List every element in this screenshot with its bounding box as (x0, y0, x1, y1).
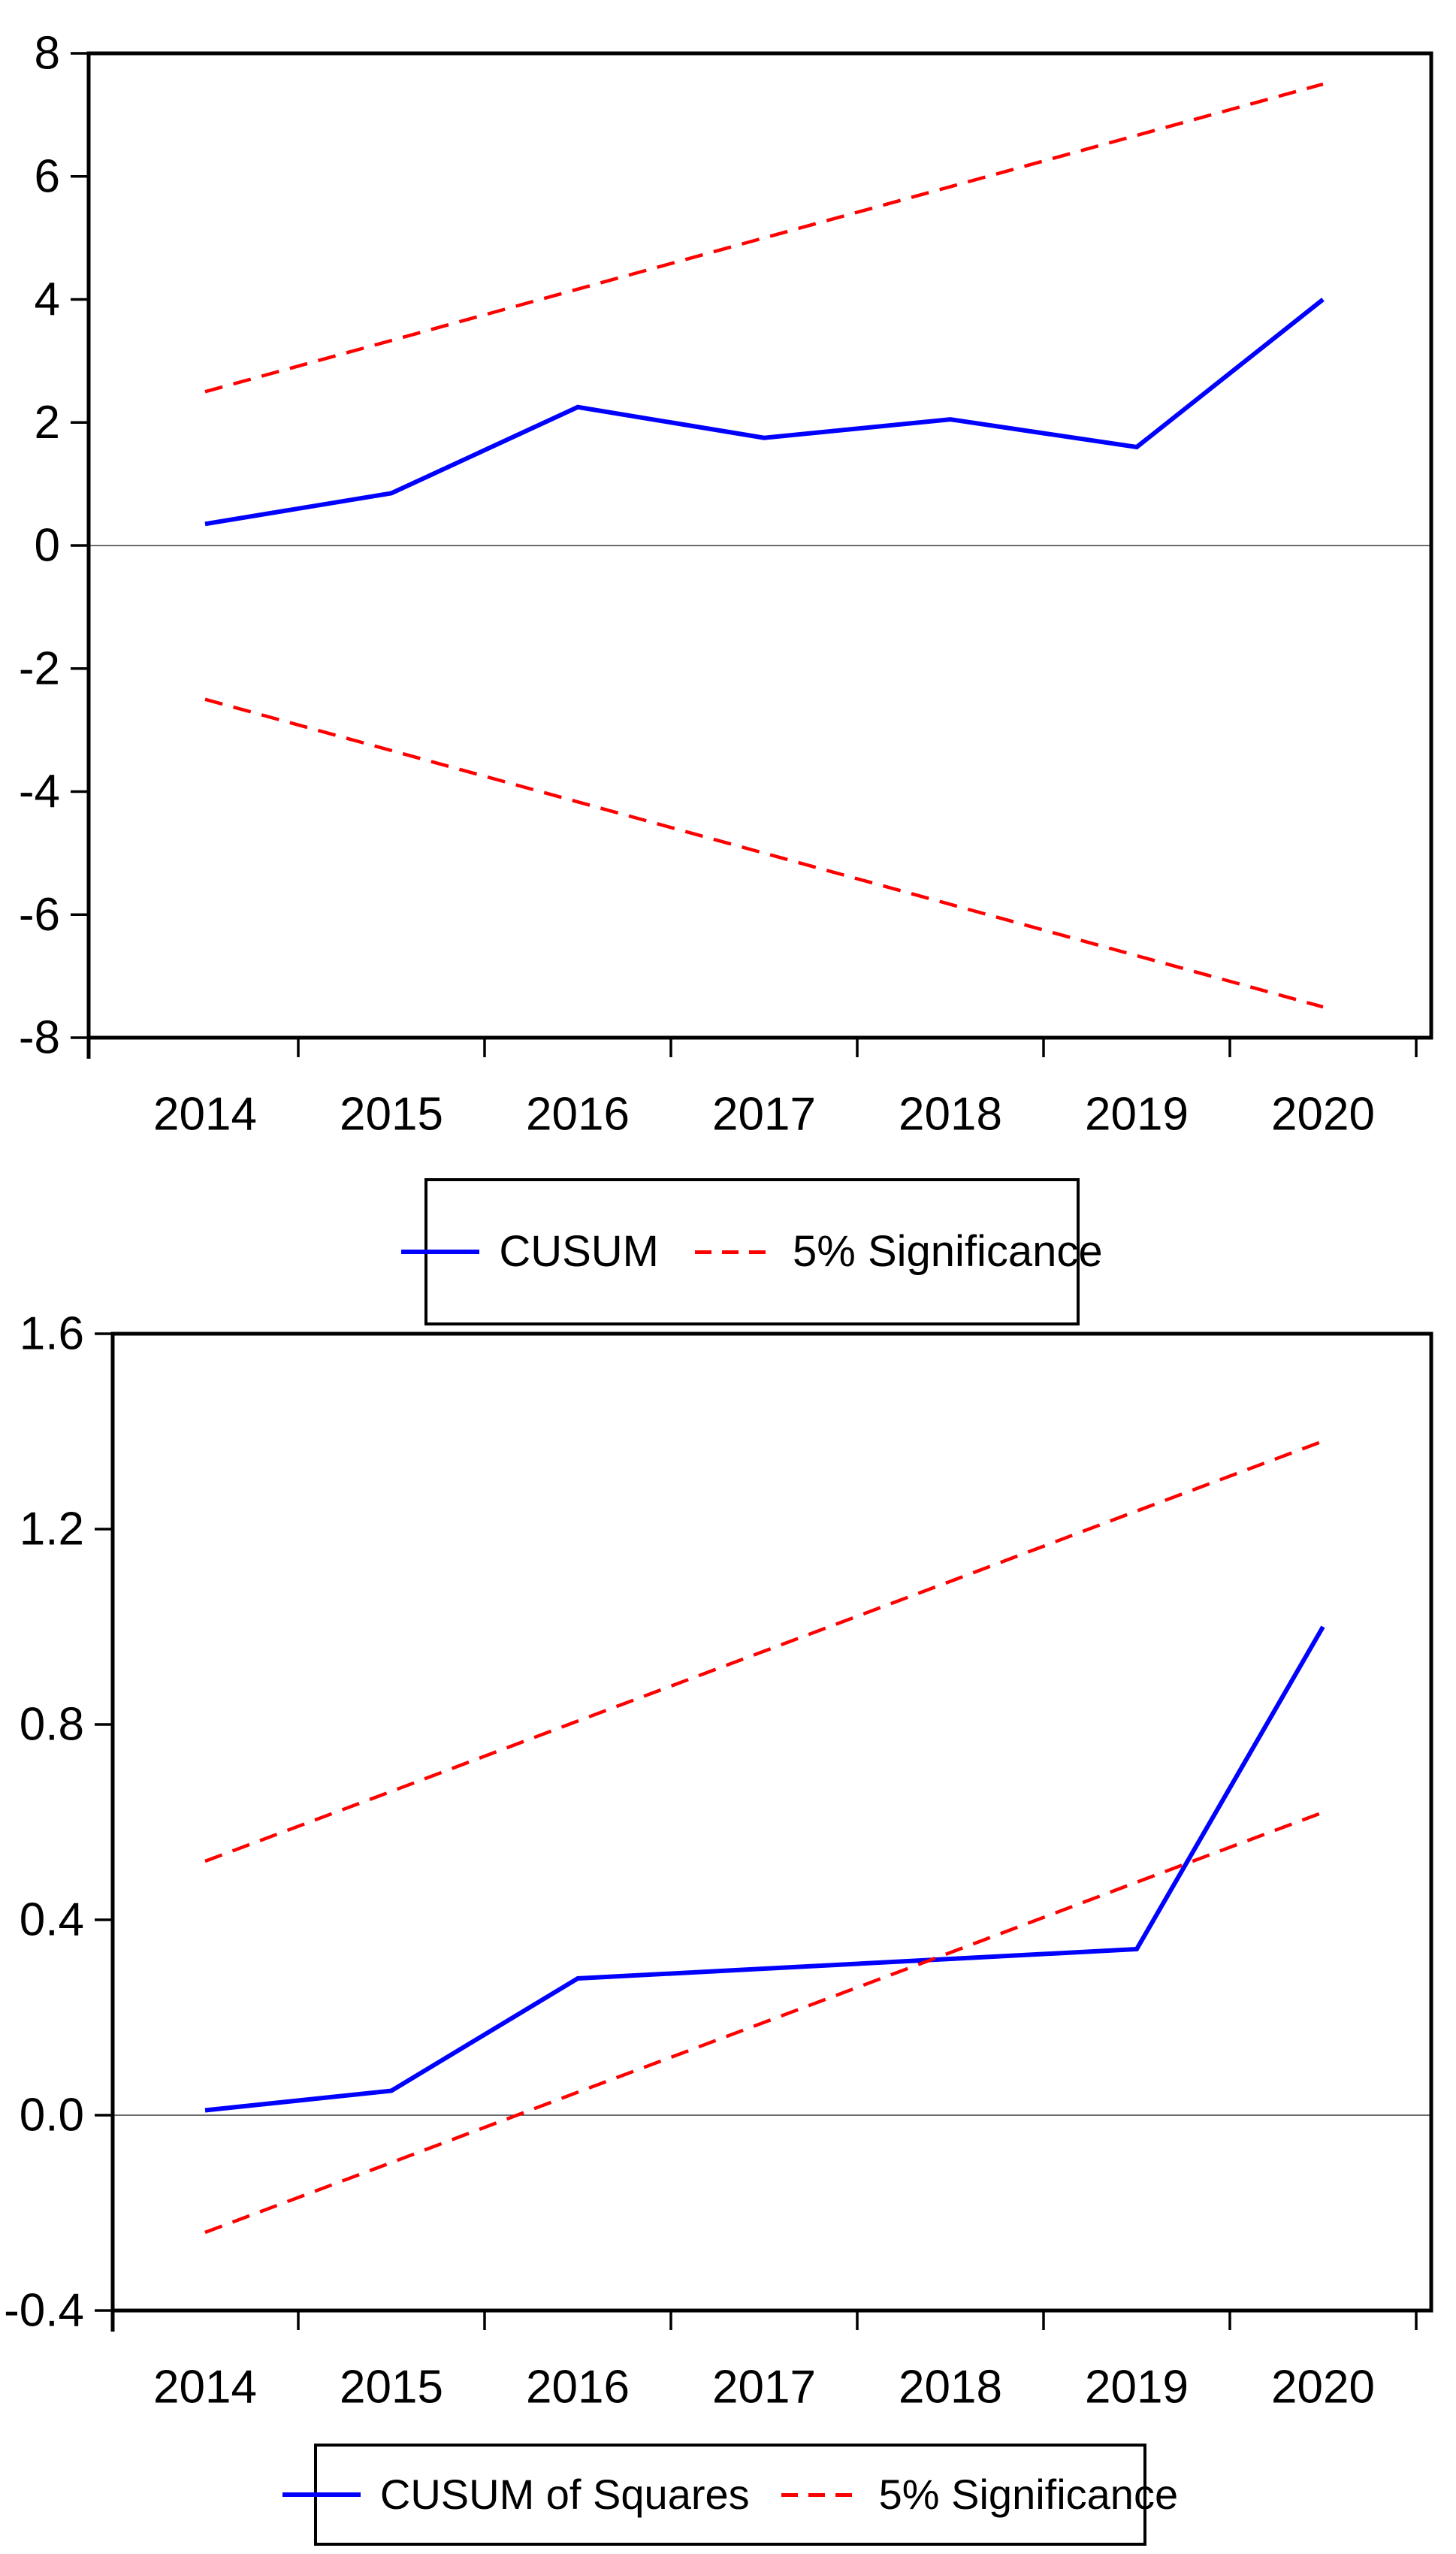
significance-upper-line (204, 82, 1324, 394)
cusumsq-legend: CUSUM of Squares 5% Significance (282, 2444, 1178, 2546)
significance-legend-label-2: 5% Significance (878, 2471, 1179, 2518)
y-axis-label: -2 (19, 642, 60, 694)
y-axis-label: -8 (19, 1012, 60, 1064)
x-axis-label: 2016 (526, 2362, 630, 2413)
significance-lower-line (204, 1810, 1324, 2235)
cusumsq-legend-label: CUSUM of Squares (379, 2471, 750, 2518)
y-axis-label: 4 (35, 274, 60, 325)
x-axis-label: 2016 (526, 1089, 630, 1141)
cusum-legend: CUSUM 5% Significance (401, 1178, 1103, 1325)
x-axis-label: 2018 (899, 1089, 1002, 1141)
y-axis-label: 0.8 (20, 1699, 84, 1751)
significance-upper-line (204, 1439, 1324, 1863)
x-axis-label: 2014 (153, 1089, 257, 1141)
cusum-line-sample (401, 1250, 480, 1254)
significance-line-sample-2 (781, 2492, 859, 2497)
x-axis-label: 2015 (340, 2362, 443, 2413)
significance-legend-label: 5% Significance (793, 1227, 1103, 1276)
cusumsq-line (204, 1625, 1325, 2113)
x-axis-label: 2015 (340, 1089, 443, 1141)
x-axis-label: 2018 (899, 2362, 1002, 2413)
x-axis-label: 2019 (1085, 2362, 1189, 2413)
y-axis-label: -0.4 (4, 2285, 84, 2337)
plot-frame (110, 1331, 1433, 2313)
y-axis-label: 0.0 (20, 2090, 84, 2141)
y-axis-label: -4 (19, 766, 60, 818)
y-axis-label: 0 (35, 520, 60, 572)
y-axis-label: 6 (35, 150, 60, 202)
y-axis-label: 0.4 (20, 1894, 84, 1946)
x-axis-label: 2017 (712, 2362, 816, 2413)
legend-entry-cusumsq: CUSUM of Squares (282, 2474, 750, 2516)
x-axis-label: 2020 (1271, 1089, 1375, 1141)
y-axis-label: -6 (19, 889, 60, 941)
chart-1: 1.6 1.2 0.8 0.4 0.0 -0.4 2014 2015 2016 2017 2018 2… (4, 1308, 1433, 2413)
legend-entry-significance-2: 5% Significance (781, 2474, 1178, 2516)
chart-0: 8 6 4 2 0 -2 -4 -6 -8 2014 2015 2016 2017 2018 2019 202… (19, 28, 1433, 1141)
cusum-line (204, 298, 1325, 527)
y-axis-label: 8 (35, 28, 60, 80)
legend-entry-significance: 5% Significance (695, 1230, 1103, 1274)
x-axis-label: 2017 (712, 1089, 816, 1141)
significance-lower-line (204, 697, 1324, 1009)
x-axis-label: 2014 (153, 2362, 257, 2413)
cusumsq-line-sample (282, 2492, 361, 2497)
y-axis-label: 1.2 (20, 1504, 84, 1555)
cusum-legend-label: CUSUM (499, 1227, 659, 1276)
y-axis-label: 2 (35, 397, 60, 449)
x-axis-label: 2020 (1271, 2362, 1375, 2413)
significance-line-sample (695, 1250, 773, 1254)
x-axis-label: 2019 (1085, 1089, 1189, 1141)
y-axis-label: 1.6 (20, 1308, 84, 1360)
legend-entry-cusum: CUSUM (401, 1230, 659, 1274)
